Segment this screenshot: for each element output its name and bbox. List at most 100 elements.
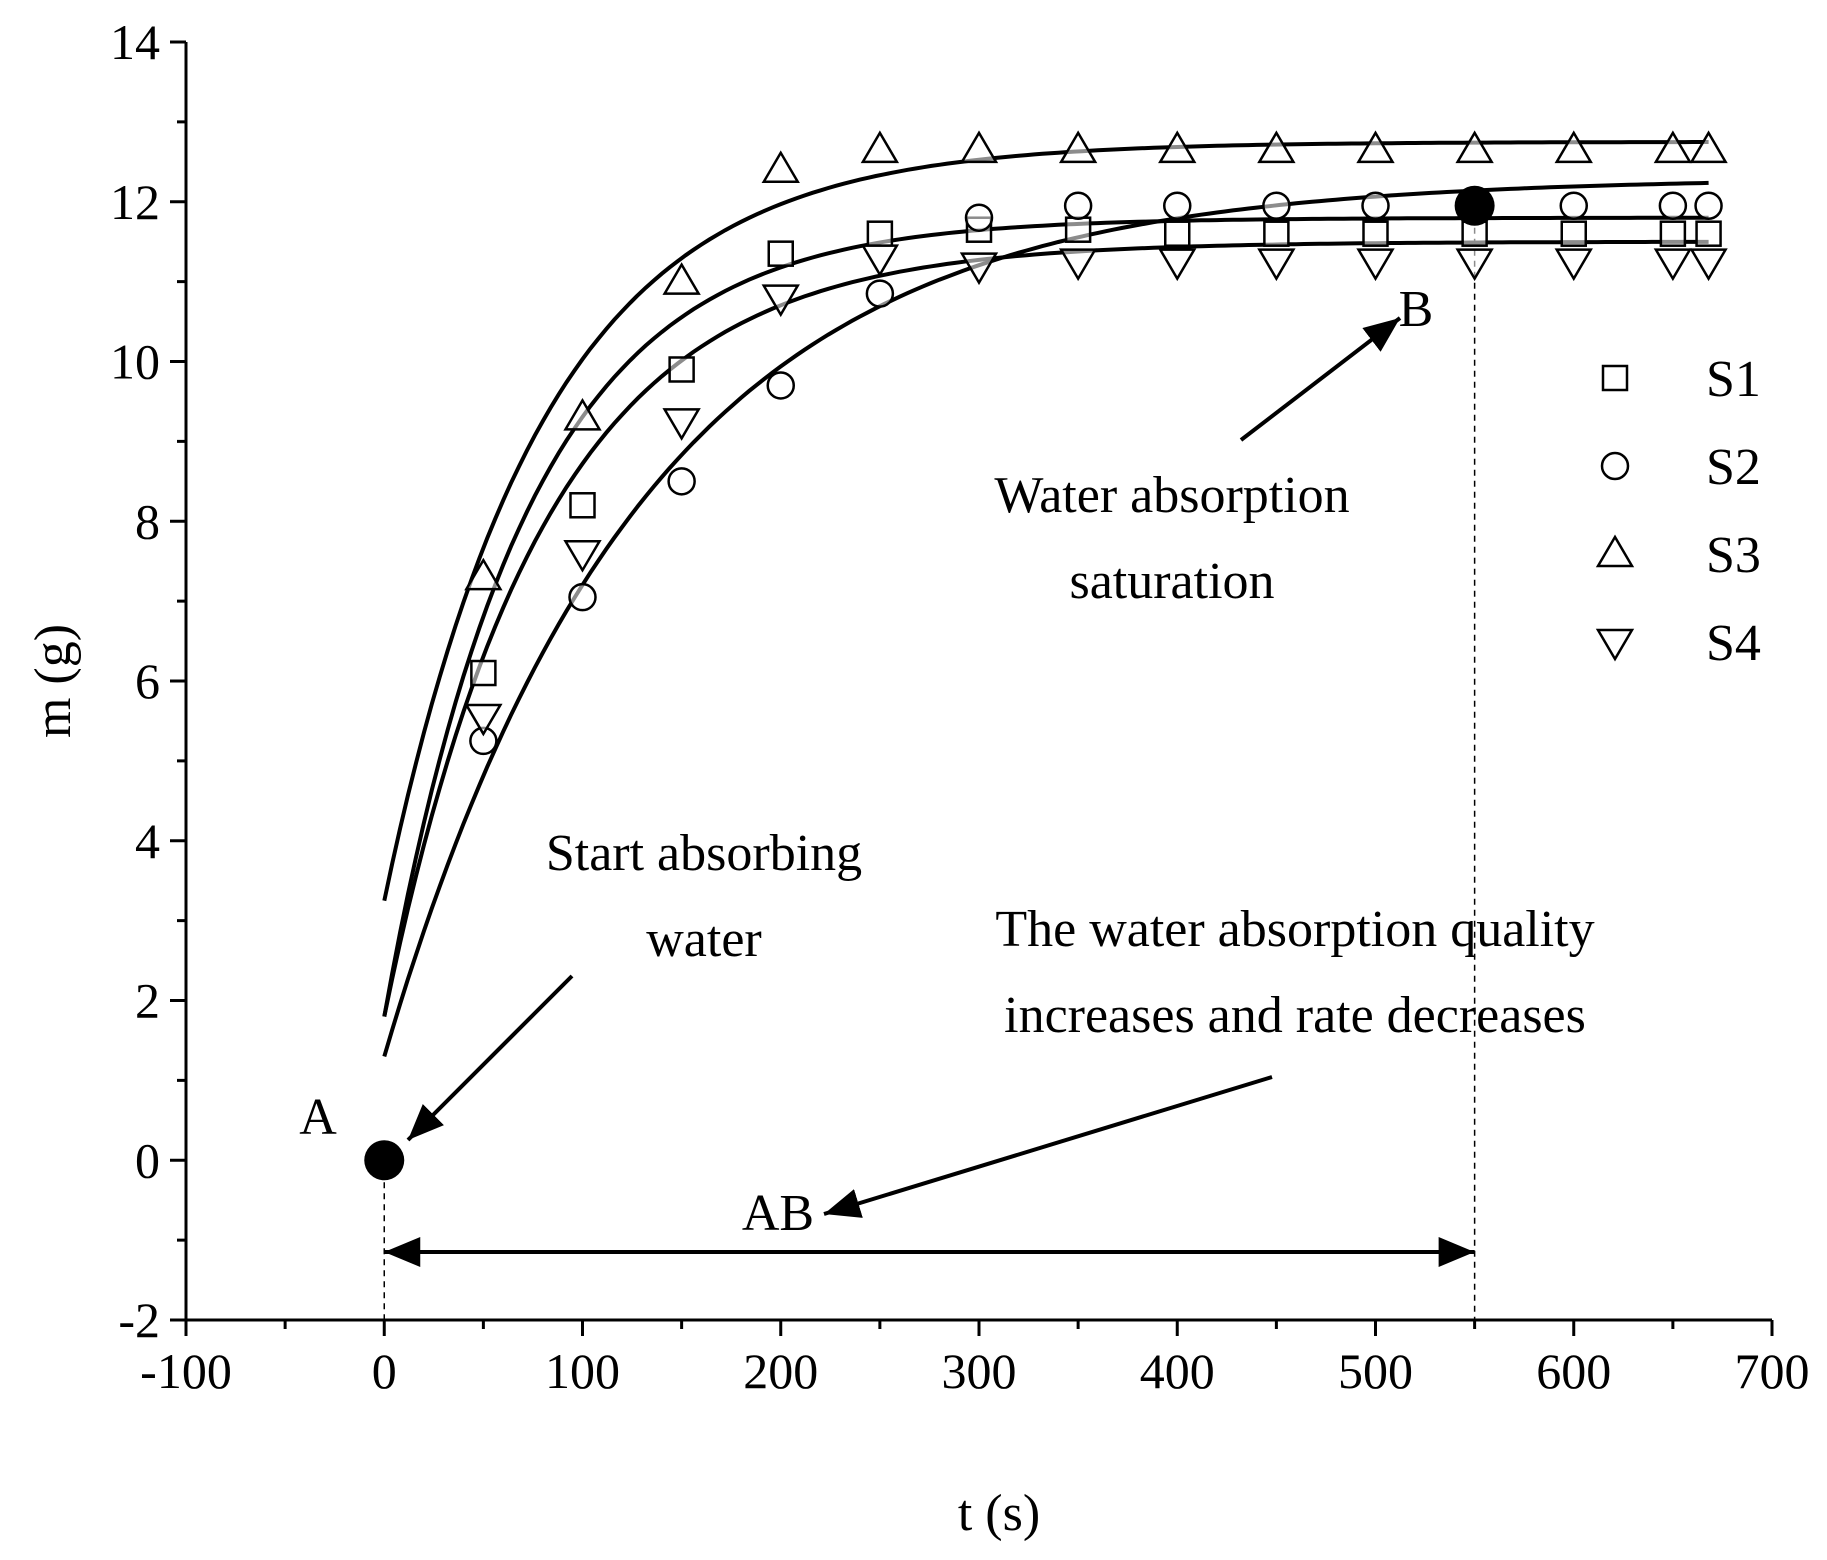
data-point-s3 (959, 130, 999, 164)
data-point-s4 (563, 539, 602, 573)
data-point-s1 (668, 356, 695, 383)
data-point-s4 (662, 408, 701, 441)
point-label-a: A (299, 1089, 337, 1146)
legend-label-s1: S1 (1706, 351, 1761, 408)
data-point-s4 (761, 284, 800, 318)
data-point-s3 (860, 130, 900, 164)
data-point-s2 (1262, 191, 1291, 220)
fit-curve-s3 (382, 140, 1709, 902)
x-tick-label: 0 (372, 1343, 397, 1399)
data-point-s2 (865, 279, 895, 308)
y-tick-label: 8 (135, 493, 160, 549)
x-tick-label: 100 (545, 1343, 620, 1399)
y-tick-label: 12 (110, 174, 160, 230)
data-point-s4 (1455, 248, 1494, 282)
data-point-s4 (1257, 248, 1296, 282)
data-point-s1 (1659, 220, 1687, 247)
x-tick-label: 600 (1536, 1343, 1611, 1399)
data-point-s2 (1163, 191, 1192, 220)
legend-label-s2: S2 (1706, 439, 1761, 496)
y-tick-label: 0 (135, 1132, 160, 1188)
y-tick-label: 6 (135, 653, 160, 709)
data-point-s2 (667, 467, 696, 496)
legend-marker-s1 (1601, 364, 1629, 392)
data-point-s4 (860, 244, 900, 278)
arrow-start-absorbing (406, 974, 574, 1142)
data-point-s1 (1064, 216, 1092, 243)
legend-label-s3: S3 (1706, 527, 1761, 584)
data-point-s2 (964, 203, 994, 232)
range-label-ab: AB (742, 1185, 814, 1242)
data-point-s4 (1356, 248, 1395, 282)
data-point-s3 (1455, 130, 1494, 164)
data-point-s3 (563, 397, 602, 431)
x-tick-label: 200 (743, 1343, 818, 1399)
x-tick-label: 400 (1140, 1343, 1215, 1399)
data-point-s3 (662, 262, 701, 295)
legend-marker-s4 (1595, 628, 1635, 662)
x-tick-label: -100 (140, 1343, 232, 1399)
data-point-s2 (568, 582, 597, 612)
data-point-s3 (761, 150, 800, 184)
y-tick-label: 14 (110, 14, 160, 70)
x-tick-label: 300 (942, 1343, 1017, 1399)
data-point-s1 (1164, 220, 1191, 247)
data-point-s1 (866, 220, 894, 247)
y-tick-label: 2 (135, 973, 160, 1029)
legend-label-s4: S4 (1706, 615, 1761, 672)
data-point-s3 (1158, 130, 1197, 164)
annotations: Start absorbing water Water absorption s… (299, 281, 1595, 1267)
x-axis-title: t (s) (958, 1485, 1040, 1542)
point-label-b: B (1399, 281, 1434, 338)
annotation-start-line2: water (646, 911, 761, 968)
fit-curve-s1 (382, 215, 1709, 1017)
data-point-s2 (1559, 191, 1588, 220)
data-point-s2 (1694, 191, 1723, 220)
data-point-s1 (767, 240, 794, 267)
data-point-s4 (1058, 248, 1098, 282)
data-point-s4 (959, 252, 999, 286)
x-tick-label: 700 (1735, 1343, 1810, 1399)
data-markers (364, 130, 1728, 1181)
key-point-a (364, 1140, 405, 1181)
legend-item-s3: S3 (1595, 527, 1761, 584)
data-point-s4 (1653, 248, 1693, 282)
y-tick-label: -2 (118, 1292, 160, 1348)
data-point-s4 (1554, 248, 1593, 282)
data-point-s3 (1356, 130, 1395, 164)
data-point-s1 (470, 659, 497, 687)
y-axis-title: m (g) (25, 624, 82, 738)
legend-item-s2: S2 (1600, 439, 1761, 496)
data-point-s1 (1560, 220, 1587, 247)
annotation-saturation-line1: Water absorption (994, 467, 1349, 524)
arrow-quality (823, 1075, 1273, 1218)
legend-item-s1: S1 (1601, 351, 1761, 408)
data-point-s1 (1263, 220, 1290, 247)
arrow-saturation (1239, 316, 1402, 442)
y-tick-label: 10 (110, 334, 160, 390)
fit-curve-s2 (382, 180, 1709, 1057)
legend-item-s4: S4 (1595, 615, 1761, 672)
data-point-s2 (766, 371, 795, 400)
data-point-s1 (1695, 220, 1722, 247)
x-tick-label: 500 (1338, 1343, 1413, 1399)
legend-marker-s2 (1600, 451, 1630, 481)
y-tick-label: 4 (135, 813, 160, 869)
data-point-s3 (1653, 130, 1693, 164)
axes: -100 0 100 200 300 400 500 600 700 -2 0 2 4 6 8 10 12 14 t… (25, 14, 1810, 1542)
data-point-s3 (464, 557, 503, 591)
data-point-s2 (1658, 191, 1688, 220)
legend-marker-s3 (1595, 534, 1635, 568)
data-point-s3 (1554, 130, 1593, 164)
data-point-s3 (1257, 130, 1296, 164)
annotation-start-line1: Start absorbing (546, 825, 862, 882)
data-point-s2 (1063, 191, 1093, 220)
data-point-s1 (1362, 220, 1389, 247)
data-point-s3 (1689, 130, 1728, 164)
data-point-s2 (1361, 191, 1390, 220)
legend: S1 S2 S3 S4 (1595, 351, 1761, 672)
annotation-quality-line1: The water absorption quality (995, 901, 1594, 958)
data-point-s3 (1058, 130, 1098, 164)
key-point-b (1454, 185, 1495, 226)
